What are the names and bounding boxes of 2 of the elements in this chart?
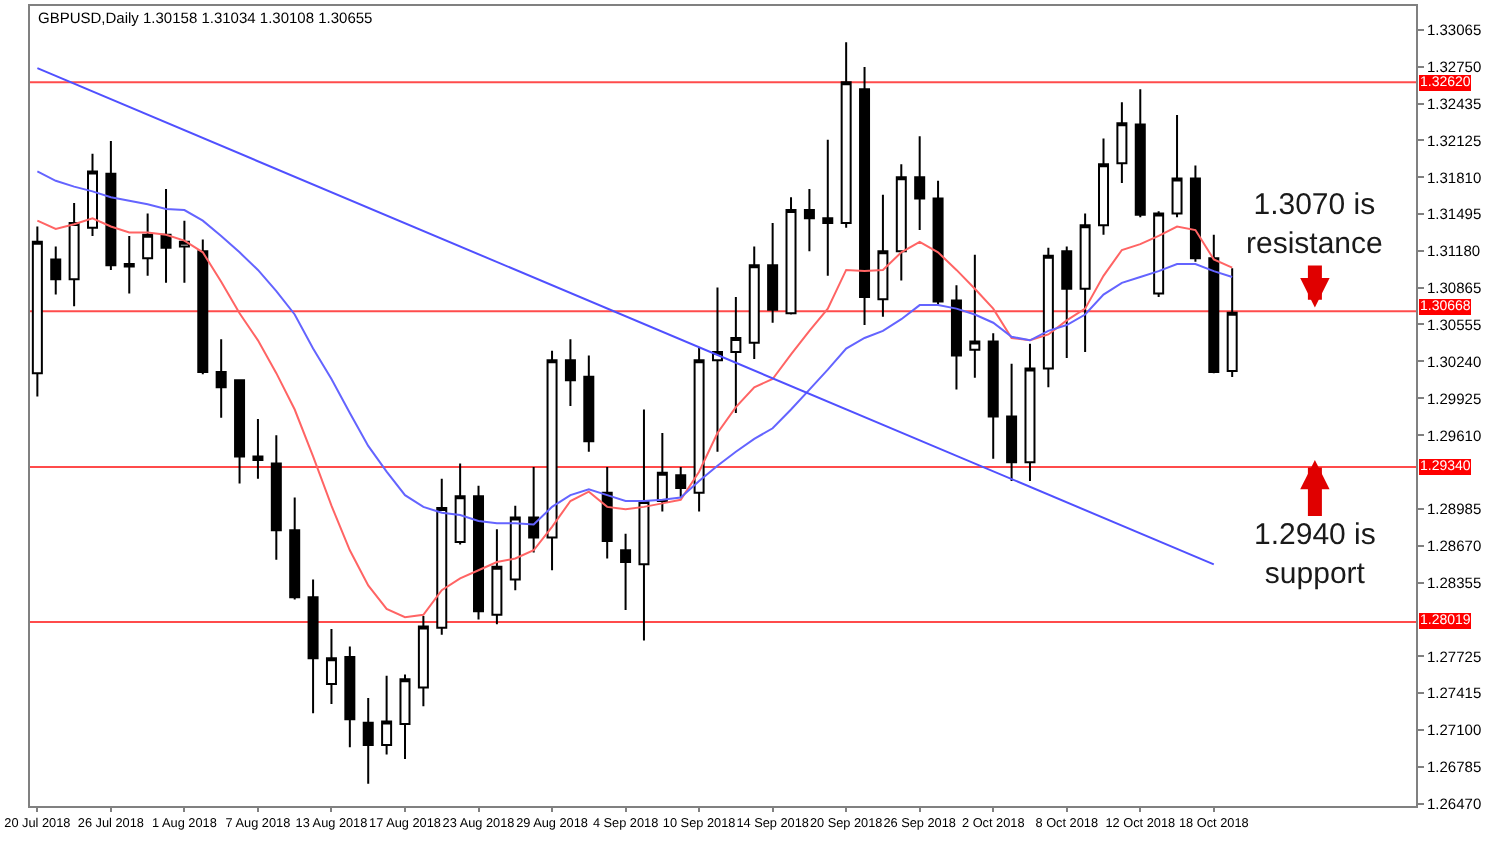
annotation: 1.2940 is support bbox=[1254, 518, 1376, 591]
annotation: 1.3070 is resistance bbox=[1246, 188, 1383, 261]
